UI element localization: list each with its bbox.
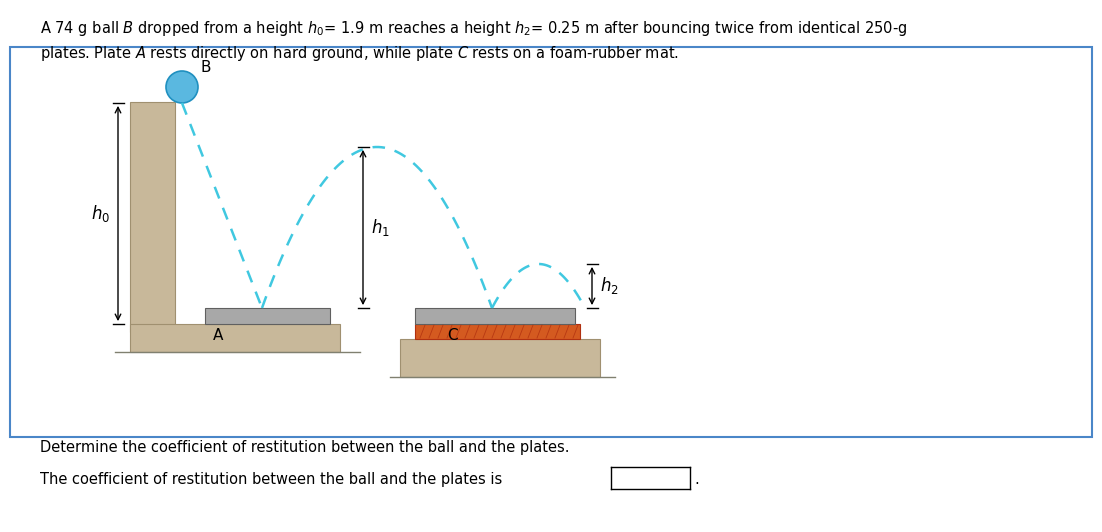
Circle shape — [166, 71, 198, 103]
Bar — [415, 308, 575, 324]
Text: The coefficient of restitution between the ball and the plates is: The coefficient of restitution between t… — [40, 472, 501, 487]
Text: $h_0$: $h_0$ — [90, 203, 110, 224]
Bar — [130, 324, 341, 352]
Text: .: . — [694, 472, 699, 487]
Text: Determine the coefficient of restitution between the ball and the plates.: Determine the coefficient of restitution… — [40, 440, 569, 455]
Bar — [205, 308, 329, 324]
Text: A: A — [213, 328, 224, 343]
Bar — [130, 102, 175, 332]
Bar — [400, 339, 599, 377]
Text: A 74 g ball $B$ dropped from a height $h_0$= 1.9 m reaches a height $h_2$= 0.25 : A 74 g ball $B$ dropped from a height $h… — [40, 19, 907, 38]
Text: B: B — [201, 60, 212, 75]
Text: C: C — [446, 328, 457, 343]
Text: plates. Plate $A$ rests directly on hard ground, while plate $C$ rests on a foam: plates. Plate $A$ rests directly on hard… — [40, 44, 679, 63]
Text: $h_2$: $h_2$ — [599, 276, 619, 296]
Text: $h_1$: $h_1$ — [371, 217, 390, 238]
Bar — [10, 47, 1092, 437]
Bar — [415, 324, 580, 339]
